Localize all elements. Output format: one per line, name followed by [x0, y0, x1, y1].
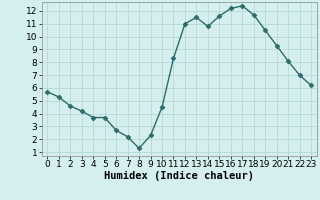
X-axis label: Humidex (Indice chaleur): Humidex (Indice chaleur): [104, 171, 254, 181]
